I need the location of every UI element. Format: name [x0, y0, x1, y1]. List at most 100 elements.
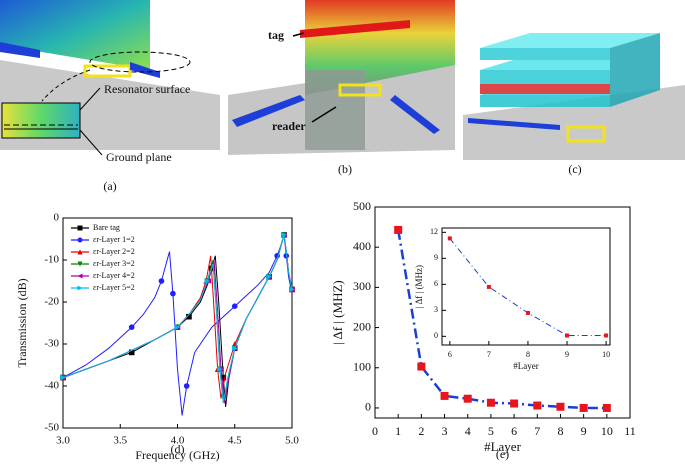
marker — [510, 399, 519, 408]
caption: (e) — [496, 447, 509, 461]
caption: (c) — [568, 162, 581, 176]
y-tick-label: -10 — [44, 254, 59, 266]
y-tick-label: 6 — [434, 279, 438, 288]
marker — [77, 237, 83, 243]
marker — [217, 366, 223, 372]
marker — [174, 324, 181, 330]
x-tick-label: 8 — [526, 350, 530, 359]
marker — [183, 383, 190, 389]
y-tick-label: 3 — [434, 305, 438, 314]
y-axis-label: Transmission (dB) — [15, 278, 29, 367]
x-axis-label: Frequency (GHz) — [135, 448, 219, 462]
legend-label: εr-Layer 4=2 — [93, 271, 135, 280]
marker — [533, 401, 542, 410]
label: Resonator surface — [104, 82, 190, 96]
y-tick-label: 0 — [54, 212, 60, 224]
marker — [186, 313, 192, 320]
x-tick-label: 4.0 — [171, 435, 185, 447]
legend-label: εr-Layer 2=2 — [93, 247, 135, 256]
y-tick-label: 500 — [353, 199, 371, 213]
panel-b: tag reader (b) — [228, 0, 455, 176]
x-tick-label: 2 — [418, 424, 424, 438]
y-tick-label: -50 — [44, 422, 59, 434]
x-tick-label: 9 — [581, 424, 587, 438]
label: tag — [268, 28, 284, 42]
marker — [231, 303, 238, 310]
marker — [77, 285, 83, 291]
plot-frame — [441, 227, 611, 346]
y-tick-label: -20 — [44, 296, 59, 308]
legend-label: εr-Layer 1=2 — [93, 235, 135, 244]
marker — [266, 274, 272, 280]
marker — [604, 333, 609, 338]
marker — [440, 391, 449, 400]
marker — [463, 394, 472, 403]
label: reader — [272, 119, 306, 133]
y-axis-label: | Δf | (MHz) — [414, 265, 424, 308]
marker — [394, 225, 403, 234]
x-tick-label: 8 — [557, 424, 563, 438]
marker — [204, 278, 211, 284]
marker — [281, 232, 287, 238]
legend-label: εr-Layer 3=2 — [93, 259, 135, 268]
x-tick-label: 4.5 — [228, 435, 242, 447]
x-tick-label: 9 — [565, 350, 569, 359]
marker — [158, 278, 165, 284]
plot-frame — [374, 206, 631, 419]
legend-label: εr-Layer 5=2 — [93, 283, 135, 292]
y-tick-label: 12 — [430, 227, 438, 236]
marker — [486, 398, 495, 407]
marker — [60, 374, 66, 381]
x-tick-label: 1 — [395, 424, 401, 438]
marker — [602, 403, 611, 412]
y-tick-label: -40 — [44, 380, 59, 392]
y-tick-label: 300 — [353, 279, 371, 293]
x-tick-label: 3 — [442, 424, 448, 438]
marker — [565, 333, 570, 338]
x-tick-label: 0 — [372, 424, 378, 438]
marker — [417, 362, 426, 371]
y-axis-label: | Δf | (MHZ) — [330, 280, 345, 344]
y-tick-label: 400 — [353, 239, 371, 253]
series-line — [62, 234, 293, 403]
series-line — [396, 229, 607, 410]
caption: (a) — [103, 179, 116, 193]
marker — [77, 225, 83, 231]
marker — [128, 349, 135, 356]
marker — [447, 236, 452, 241]
x-tick-label: 5 — [488, 424, 494, 438]
marker — [289, 286, 295, 293]
legend-label: Bare tag — [93, 223, 120, 232]
panel-c: (c) — [463, 33, 685, 176]
y-tick-label: 200 — [353, 319, 371, 333]
x-axis-label: #Layer — [484, 439, 521, 454]
marker — [525, 310, 530, 315]
x-tick-label: 7 — [487, 350, 491, 359]
x-tick-label: 10 — [601, 424, 613, 438]
y-tick-label: 0 — [365, 400, 371, 414]
x-tick-label: 6 — [511, 424, 517, 438]
marker — [77, 261, 83, 267]
marker — [77, 249, 83, 255]
marker — [556, 402, 565, 411]
x-tick-label: 5.0 — [285, 435, 299, 447]
caption: (b) — [338, 162, 352, 176]
marker — [170, 290, 176, 297]
marker — [77, 273, 83, 279]
marker — [128, 324, 135, 331]
marker — [220, 374, 227, 381]
x-tick-label: 11 — [624, 424, 636, 438]
x-tick-label: 3.0 — [56, 435, 70, 447]
y-tick-label: 0 — [434, 331, 438, 340]
x-tick-label: 3.5 — [113, 435, 127, 447]
marker — [231, 345, 238, 351]
y-tick-label: 100 — [353, 360, 371, 374]
x-axis-label: #Layer — [513, 361, 538, 371]
x-tick-label: 6 — [448, 350, 452, 359]
marker — [486, 284, 491, 289]
x-tick-label: 10 — [602, 350, 610, 359]
label: Ground plane — [106, 150, 172, 164]
caption: (d) — [171, 442, 185, 456]
x-tick-label: 4 — [465, 424, 471, 438]
